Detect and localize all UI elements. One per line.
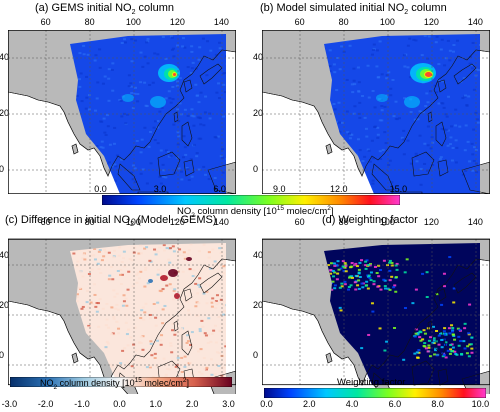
- lat-tick-label: 0: [253, 164, 259, 174]
- lon-tick-label: 100: [125, 217, 141, 227]
- colorbar-tick-label: 15.0: [389, 184, 408, 194]
- lat-tick-label: 0: [253, 350, 259, 360]
- colorbar-tick-label: 1.0: [149, 399, 163, 409]
- map-panel-a: [8, 30, 236, 194]
- lon-tick-label: 140: [467, 17, 483, 27]
- lon-tick-label: 60: [40, 17, 51, 27]
- colorbar-tick-label: 12.0: [330, 184, 348, 194]
- map-panel-c: [8, 238, 236, 394]
- lon-tick-label: 140: [467, 217, 483, 227]
- colorbar-tick-label: 10.0: [471, 399, 490, 409]
- lon-tick-label: 140: [213, 17, 229, 27]
- colorbar-tick-label: 3.0: [153, 184, 167, 194]
- lat-tick-label: 0: [0, 164, 5, 174]
- lat-tick-label: 40: [253, 52, 264, 62]
- no2-colorbar-title: NO2 column density [1015 molec/cm2]: [177, 205, 334, 220]
- lon-tick-label: 80: [84, 17, 95, 27]
- lon-tick-label: 60: [40, 217, 51, 227]
- no2-colorbar: [102, 195, 400, 205]
- lon-tick-label: 100: [379, 17, 395, 27]
- colorbar-tick-label: -3.0: [1, 399, 18, 409]
- lon-tick-label: 100: [379, 217, 395, 227]
- panel-a-title: (a) GEMS initial NO2 column: [35, 2, 175, 17]
- map-panel-d: [262, 238, 490, 394]
- weight-colorbar: [264, 388, 486, 398]
- colorbar-tick-label: 2.0: [185, 399, 199, 409]
- colorbar-tick-label: 0.0: [113, 399, 126, 409]
- panel-b-title: (b) Model simulated initial NO2 column: [260, 2, 447, 17]
- colorbar-tick-label: 2.0: [303, 399, 316, 409]
- lon-tick-label: 100: [125, 17, 141, 27]
- colorbar-tick-label: -1.0: [74, 399, 90, 409]
- lon-tick-label: 120: [423, 17, 439, 27]
- colorbar-tick-label: -2.0: [37, 399, 54, 409]
- colorbar-tick-label: 9.0: [273, 184, 286, 194]
- colorbar-tick-label: 4.0: [345, 399, 359, 409]
- lon-tick-label: 80: [84, 217, 95, 227]
- colorbar-tick-label: 3.0: [222, 399, 235, 409]
- lat-tick-label: 20: [0, 300, 10, 310]
- lat-tick-label: 40: [0, 250, 10, 260]
- colorbar-tick-label: 8.0: [431, 399, 444, 409]
- lon-tick-label: 60: [294, 217, 305, 227]
- lon-tick-label: 80: [338, 217, 349, 227]
- colorbar-tick-label: 6.0: [213, 184, 226, 194]
- diff-colorbar-title: NO2 column density [1015 molec/cm2]: [40, 377, 190, 391]
- lat-tick-label: 20: [253, 108, 264, 118]
- weight-colorbar-title: Weighting factor: [337, 377, 406, 388]
- lat-tick-label: 40: [253, 250, 264, 260]
- lat-tick-label: 0: [0, 350, 5, 360]
- lon-tick-label: 140: [213, 217, 229, 227]
- colorbar-tick-label: 0.0: [260, 399, 273, 409]
- diff-colorbar: [10, 377, 232, 387]
- lat-tick-label: 40: [0, 52, 10, 62]
- colorbar-tick-label: 6.0: [388, 399, 402, 409]
- lon-tick-label: 120: [169, 17, 185, 27]
- lon-tick-label: 120: [169, 217, 185, 227]
- lon-tick-label: 80: [338, 17, 349, 27]
- lat-tick-label: 20: [253, 300, 264, 310]
- colorbar-tick-label: 0.0: [94, 184, 107, 194]
- panel-d-title: (d) Weighting factor: [322, 214, 418, 226]
- lat-tick-label: 20: [0, 108, 10, 118]
- lon-tick-label: 60: [294, 17, 305, 27]
- panel-c-title: (c) Difference in initial NO2 (Model - G…: [5, 214, 217, 229]
- map-panel-b: [262, 30, 490, 194]
- lon-tick-label: 120: [423, 217, 439, 227]
